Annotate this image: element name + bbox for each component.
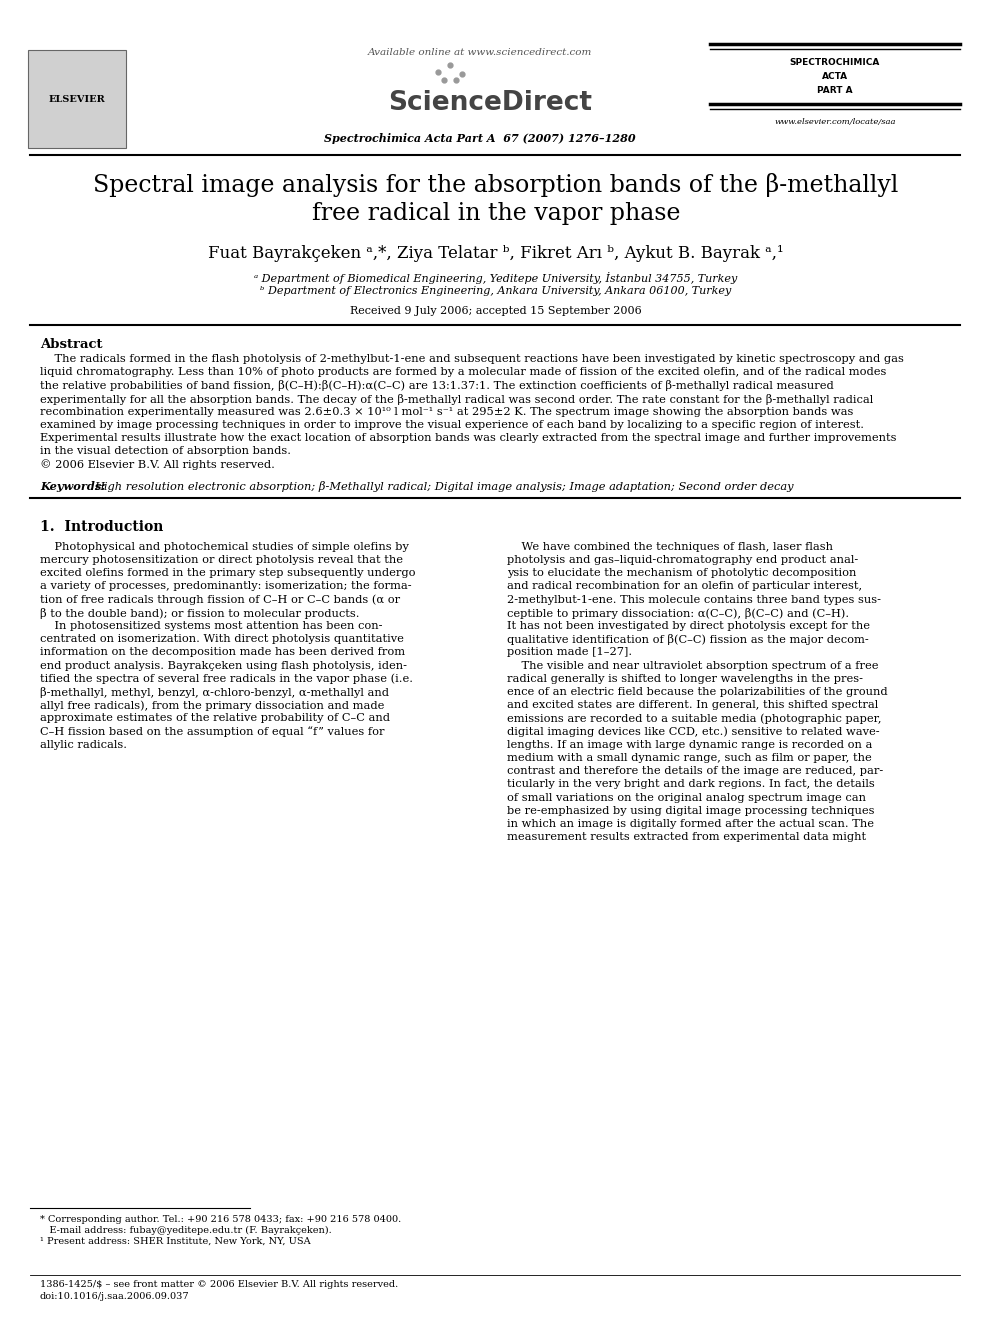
Text: excited olefins formed in the primary step subsequently undergo: excited olefins formed in the primary st…	[40, 568, 416, 578]
Text: ACTA: ACTA	[822, 71, 848, 81]
Text: and excited states are different. In general, this shifted spectral: and excited states are different. In gen…	[507, 700, 878, 710]
Text: It has not been investigated by direct photolysis except for the: It has not been investigated by direct p…	[507, 620, 870, 631]
Text: photolysis and gas–liquid-chromatography end product anal-: photolysis and gas–liquid-chromatography…	[507, 556, 858, 565]
Text: a variety of processes, predominantly: isomerization; the forma-: a variety of processes, predominantly: i…	[40, 581, 412, 591]
Text: © 2006 Elsevier B.V. All rights reserved.: © 2006 Elsevier B.V. All rights reserved…	[40, 459, 275, 471]
Text: ysis to elucidate the mechanism of photolytic decomposition: ysis to elucidate the mechanism of photo…	[507, 568, 856, 578]
Text: contrast and therefore the details of the image are reduced, par-: contrast and therefore the details of th…	[507, 766, 883, 777]
Text: High resolution electronic absorption; β-Methallyl radical; Digital image analys: High resolution electronic absorption; β…	[94, 480, 794, 492]
Text: Spectral image analysis for the absorption bands of the β-methallyl: Spectral image analysis for the absorpti…	[93, 173, 899, 197]
Text: SPECTROCHIMICA: SPECTROCHIMICA	[790, 58, 880, 67]
Text: approximate estimates of the relative probability of C–C and: approximate estimates of the relative pr…	[40, 713, 390, 724]
Text: information on the decomposition made has been derived from: information on the decomposition made ha…	[40, 647, 405, 658]
Text: measurement results extracted from experimental data might: measurement results extracted from exper…	[507, 832, 866, 843]
Text: Keywords:: Keywords:	[40, 480, 113, 492]
Text: tified the spectra of several free radicals in the vapor phase (i.e.: tified the spectra of several free radic…	[40, 673, 413, 684]
Text: and radical recombination for an olefin of particular interest,: and radical recombination for an olefin …	[507, 581, 862, 591]
Bar	[28, 50, 126, 148]
Text: Fuat Bayrakçeken ᵃ,*, Ziya Telatar ᵇ, Fikret Arı ᵇ, Aykut B. Bayrak ᵃ,¹: Fuat Bayrakçeken ᵃ,*, Ziya Telatar ᵇ, Fi…	[208, 245, 784, 262]
Text: end product analysis. Bayrakçeken using flash photolysis, iden-: end product analysis. Bayrakçeken using …	[40, 660, 407, 671]
Text: Abstract: Abstract	[40, 337, 102, 351]
Text: digital imaging devices like CCD, etc.) sensitive to related wave-: digital imaging devices like CCD, etc.) …	[507, 726, 880, 737]
Text: β to the double band); or fission to molecular products.: β to the double band); or fission to mol…	[40, 607, 359, 619]
Text: tion of free radicals through fission of C–H or C–C bands (α or: tion of free radicals through fission of…	[40, 594, 400, 605]
Text: centrated on isomerization. With direct photolysis quantitative: centrated on isomerization. With direct …	[40, 634, 404, 644]
Text: experimentally for all the absorption bands. The decay of the β-methallyl radica: experimentally for all the absorption ba…	[40, 394, 873, 405]
Text: medium with a small dynamic range, such as film or paper, the: medium with a small dynamic range, such …	[507, 753, 872, 763]
Text: allyl free radicals), from the primary dissociation and made: allyl free radicals), from the primary d…	[40, 700, 384, 710]
Text: β-methallyl, methyl, benzyl, α-chloro-benzyl, α-methallyl and: β-methallyl, methyl, benzyl, α-chloro-be…	[40, 687, 389, 699]
Text: lengths. If an image with large dynamic range is recorded on a: lengths. If an image with large dynamic …	[507, 740, 872, 750]
Text: Available online at www.sciencedirect.com: Available online at www.sciencedirect.co…	[368, 48, 592, 57]
Text: ceptible to primary dissociation: α(C–C), β(C–C) and (C–H).: ceptible to primary dissociation: α(C–C)…	[507, 607, 849, 619]
Text: 1.  Introduction: 1. Introduction	[40, 520, 164, 533]
Text: Spectrochimica Acta Part A  67 (2007) 1276–1280: Spectrochimica Acta Part A 67 (2007) 127…	[324, 134, 636, 144]
Text: qualitative identification of β(C–C) fission as the major decom-: qualitative identification of β(C–C) fis…	[507, 634, 869, 646]
Text: * Corresponding author. Tel.: +90 216 578 0433; fax: +90 216 578 0400.: * Corresponding author. Tel.: +90 216 57…	[40, 1215, 401, 1224]
Text: ence of an electric field because the polarizabilities of the ground: ence of an electric field because the po…	[507, 687, 888, 697]
Text: We have combined the techniques of flash, laser flash: We have combined the techniques of flash…	[507, 542, 833, 552]
Text: ticularly in the very bright and dark regions. In fact, the details: ticularly in the very bright and dark re…	[507, 779, 875, 790]
Text: Photophysical and photochemical studies of simple olefins by: Photophysical and photochemical studies …	[40, 542, 409, 552]
Text: liquid chromatography. Less than 10% of photo products are formed by a molecular: liquid chromatography. Less than 10% of …	[40, 368, 887, 377]
Text: Received 9 July 2006; accepted 15 September 2006: Received 9 July 2006; accepted 15 Septem…	[350, 306, 642, 316]
Text: the relative probabilities of band fission, β(C–H):β(C–H):α(C–C) are 13:1.37:1. : the relative probabilities of band fissi…	[40, 381, 833, 392]
Text: of small variations on the original analog spectrum image can: of small variations on the original anal…	[507, 792, 866, 803]
Text: ELSEVIER: ELSEVIER	[49, 95, 105, 105]
Text: examined by image processing techniques in order to improve the visual experienc: examined by image processing techniques …	[40, 419, 864, 430]
Text: ¹ Present address: SHER Institute, New York, NY, USA: ¹ Present address: SHER Institute, New Y…	[40, 1237, 310, 1246]
Text: free radical in the vapor phase: free radical in the vapor phase	[311, 202, 681, 225]
Text: allylic radicals.: allylic radicals.	[40, 740, 127, 750]
Text: position made [1–27].: position made [1–27].	[507, 647, 632, 658]
Text: ScienceDirect: ScienceDirect	[388, 90, 592, 116]
Text: in the visual detection of absorption bands.: in the visual detection of absorption ba…	[40, 446, 291, 456]
Text: emissions are recorded to a suitable media (photographic paper,: emissions are recorded to a suitable med…	[507, 713, 882, 724]
Text: radical generally is shifted to longer wavelengths in the pres-: radical generally is shifted to longer w…	[507, 673, 863, 684]
Text: 2-methylbut-1-ene. This molecule contains three band types sus-: 2-methylbut-1-ene. This molecule contain…	[507, 594, 881, 605]
Text: in which an image is digitally formed after the actual scan. The: in which an image is digitally formed af…	[507, 819, 874, 830]
Text: PART A: PART A	[817, 86, 853, 95]
Text: be re-emphasized by using digital image processing techniques: be re-emphasized by using digital image …	[507, 806, 875, 816]
Text: The visible and near ultraviolet absorption spectrum of a free: The visible and near ultraviolet absorpt…	[507, 660, 879, 671]
Text: www.elsevier.com/locate/saa: www.elsevier.com/locate/saa	[774, 118, 896, 126]
Text: ᵇ Department of Electronics Engineering, Ankara University, Ankara 06100, Turkey: ᵇ Department of Electronics Engineering,…	[260, 286, 732, 296]
Text: The radicals formed in the flash photolysis of 2-methylbut-1-ene and subsequent : The radicals formed in the flash photoly…	[40, 355, 904, 364]
Text: doi:10.1016/j.saa.2006.09.037: doi:10.1016/j.saa.2006.09.037	[40, 1293, 189, 1301]
Text: ᵃ Department of Biomedical Engineering, Yeditepe University, İstanbul 34755, Tur: ᵃ Department of Biomedical Engineering, …	[254, 273, 738, 284]
Text: recombination experimentally measured was 2.6±0.3 × 10¹⁰ l mol⁻¹ s⁻¹ at 295±2 K.: recombination experimentally measured wa…	[40, 406, 853, 417]
Text: In photosensitized systems most attention has been con-: In photosensitized systems most attentio…	[40, 620, 383, 631]
Text: C–H fission based on the assumption of equal “f” values for: C–H fission based on the assumption of e…	[40, 726, 385, 737]
Text: 1386-1425/$ – see front matter © 2006 Elsevier B.V. All rights reserved.: 1386-1425/$ – see front matter © 2006 El…	[40, 1279, 398, 1289]
Text: mercury photosensitization or direct photolysis reveal that the: mercury photosensitization or direct pho…	[40, 556, 403, 565]
Text: E-mail address: fubay@yeditepe.edu.tr (F. Bayrakçeken).: E-mail address: fubay@yeditepe.edu.tr (F…	[40, 1226, 331, 1236]
Text: Experimental results illustrate how the exact location of absorption bands was c: Experimental results illustrate how the …	[40, 433, 897, 443]
